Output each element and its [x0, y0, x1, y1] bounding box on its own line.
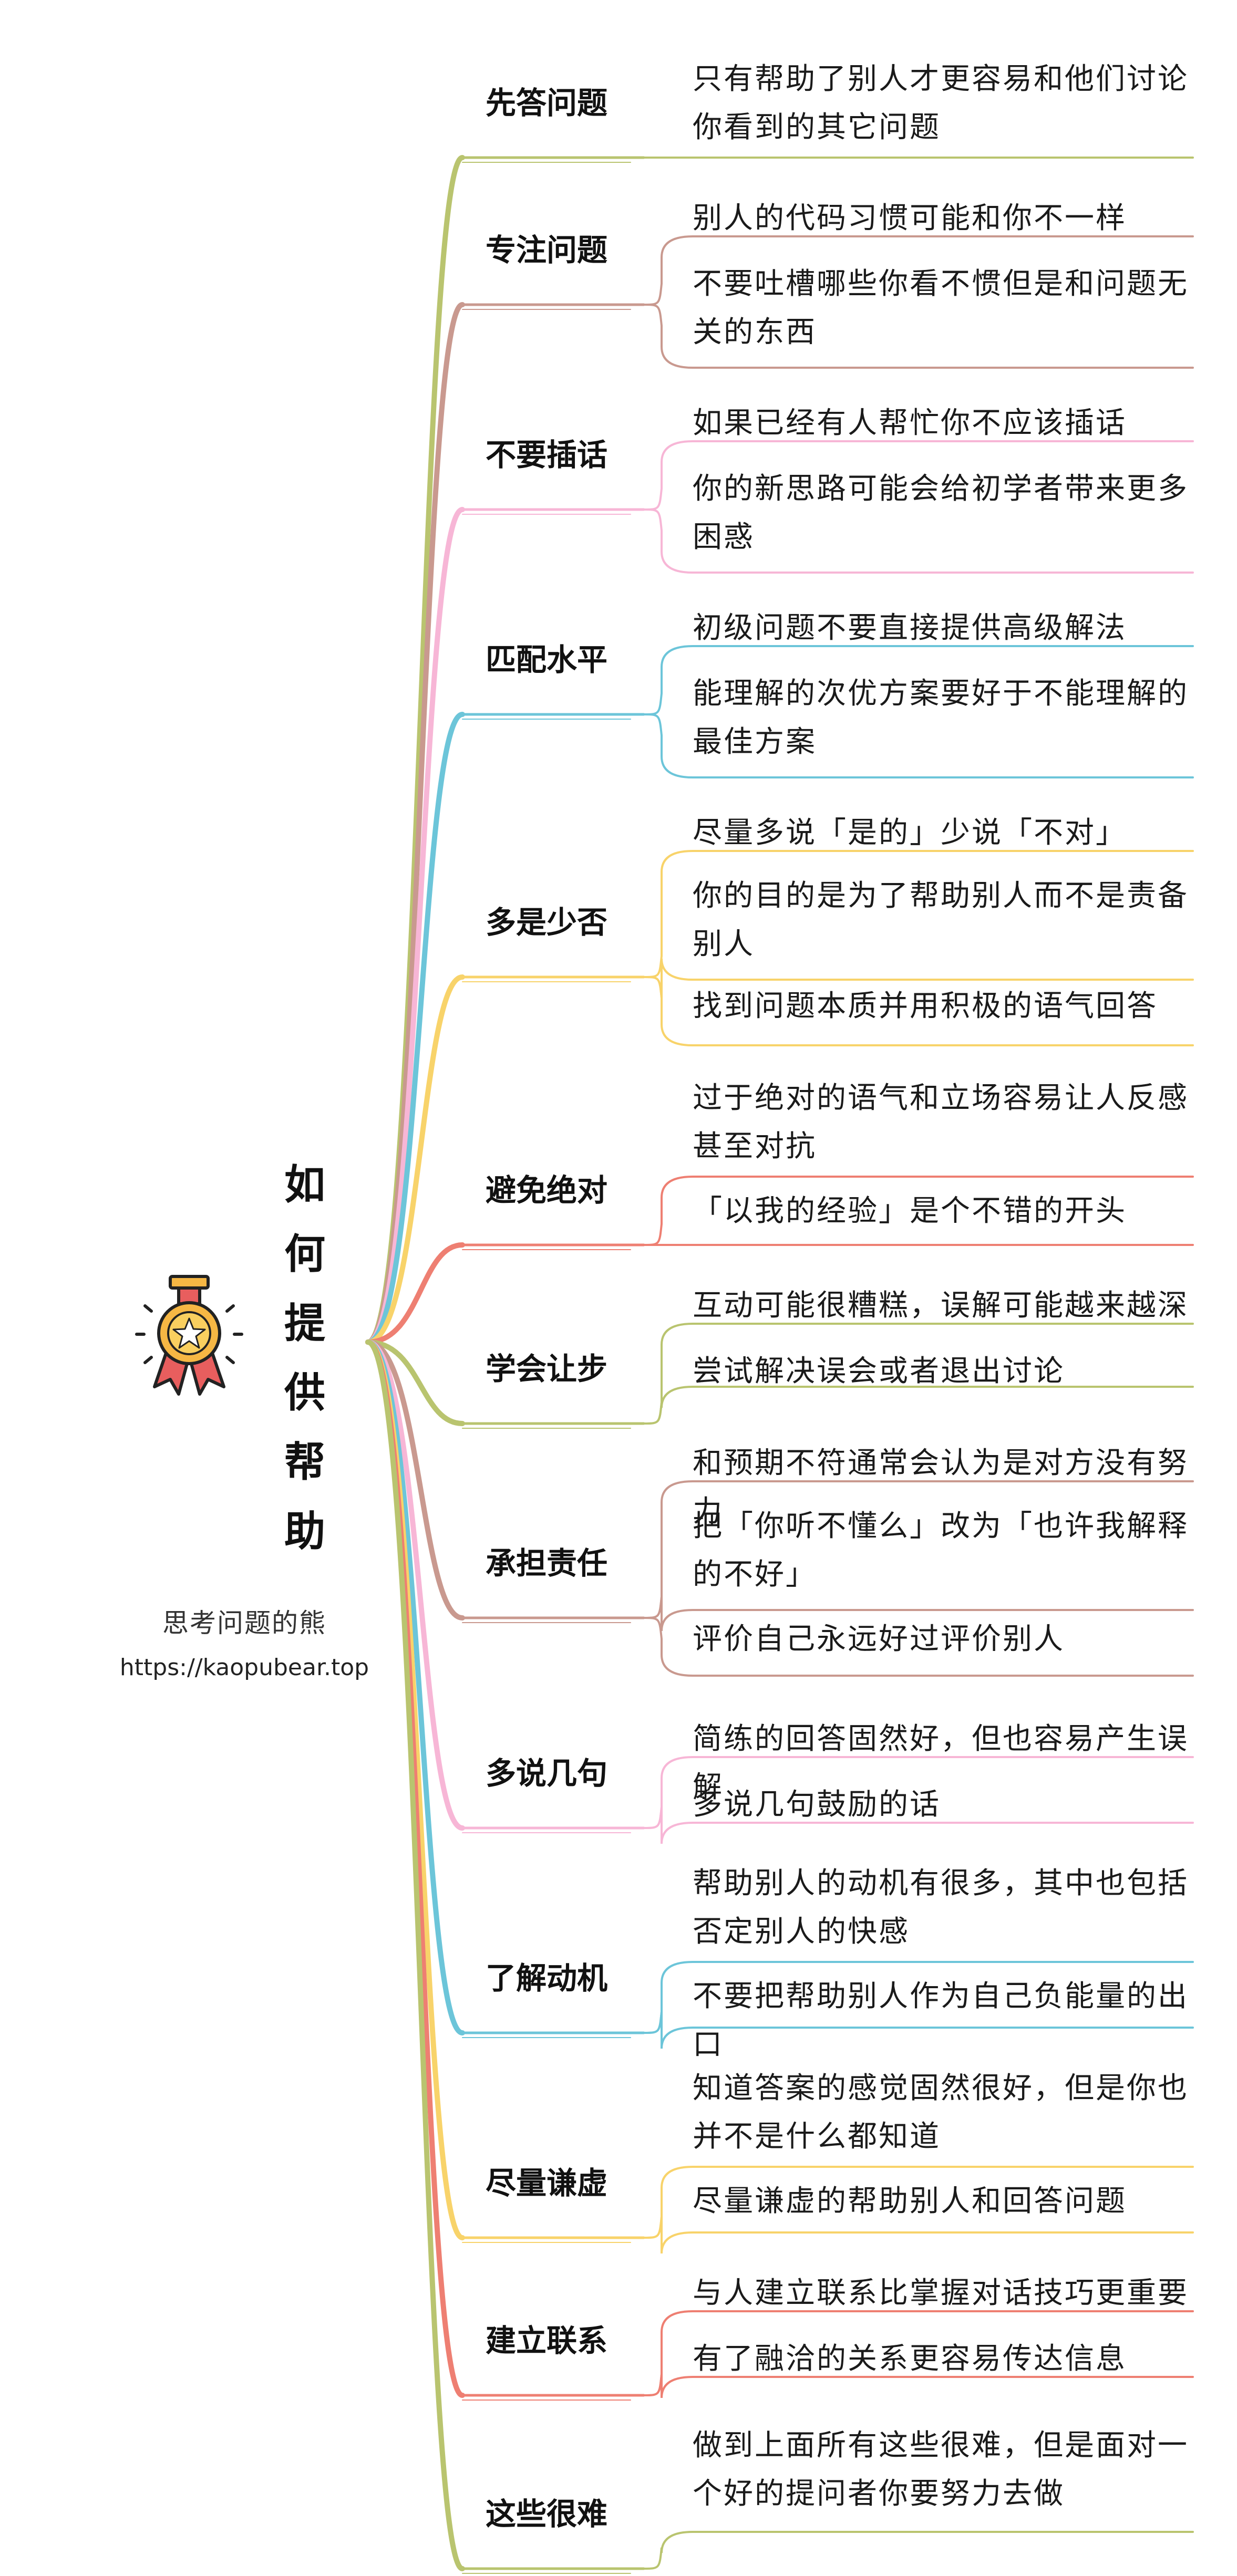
leaf-connector — [643, 1806, 1194, 1844]
root-title-char: 提 — [284, 1300, 325, 1347]
leaf-connector — [643, 850, 1194, 978]
root-title-char: 助 — [284, 1508, 325, 1555]
leaf-connector — [643, 235, 1194, 306]
leaf-text: 只有帮助了别人才更容易和他们讨论你看到的其它问题 — [693, 62, 1189, 144]
leaf-text: 如果已经有人帮忙你不应该插话 — [693, 406, 1127, 440]
leaf-connector — [643, 2011, 1194, 2049]
branch-connector — [365, 712, 465, 1345]
leaf-connector — [643, 508, 1194, 574]
leaf-text: 尽量谦虚的帮助别人和回答问题 — [693, 2184, 1127, 2218]
topic-label: 了解动机 — [485, 1960, 607, 1996]
leaf-text: 不要吐槽哪些你看不惯但是和问题无关的东西 — [693, 267, 1189, 349]
leaf-text: 「以我的经验」是个不错的开头 — [693, 1194, 1127, 1228]
topic-label: 匹配水平 — [485, 642, 607, 678]
leaf-connector — [643, 645, 1194, 715]
leaf-connector — [643, 713, 1194, 778]
topic-label: 多说几句 — [485, 1756, 607, 1791]
branch-connector — [365, 1339, 465, 2571]
topic-label: 多是少否 — [485, 905, 607, 940]
leaf-text: 不要把帮助别人作为自己负能量的出口 — [693, 1979, 1189, 2062]
leaf-text: 能理解的次优方案要好于不能理解的最佳方案 — [693, 677, 1189, 759]
leaf-connector — [643, 1386, 1194, 1425]
leaf-text: 多说几句鼓励的话 — [693, 1788, 941, 1822]
author-site-link[interactable]: https://kaopubear.top — [119, 1654, 369, 1681]
topic-label: 承担责任 — [485, 1545, 607, 1581]
branch-connector — [365, 1339, 465, 1621]
leaf-text: 简练的回答固然好，但也容易产生误解 — [693, 1722, 1189, 1804]
topic-label: 建立联系 — [485, 2323, 607, 2359]
branch-connector — [365, 507, 465, 1345]
leaf-connector — [643, 304, 1194, 369]
leaf-text: 尝试解决误会或者退出讨论 — [693, 1354, 1065, 1388]
leaf-text: 你的目的是为了帮助别人而不是责备别人 — [693, 879, 1189, 961]
topic-label: 避免绝对 — [485, 1172, 607, 1208]
branch-connector — [365, 1242, 465, 1345]
root-title-char: 何 — [284, 1231, 325, 1278]
leaf-connector — [643, 2531, 1194, 2570]
root-title-char: 如 — [284, 1161, 325, 1209]
leaf-text: 你的新思路可能会给初学者带来更多困惑 — [693, 472, 1189, 554]
leaf-text: 互动可能很糟糕，误解可能越来越深 — [693, 1289, 1189, 1323]
leaf-text: 过于绝对的语气和立场容易让人反感甚至对抗 — [693, 1081, 1189, 1164]
leaf-text: 初级问题不要直接提供高级解法 — [693, 611, 1127, 645]
root-title: 如 何 提 供 帮 助 — [279, 1150, 331, 1566]
leaf-text: 知道答案的感觉固然很好，但是你也并不是什么都知道 — [693, 2071, 1189, 2154]
leaf-connector — [643, 976, 1194, 1046]
topic-label: 不要插话 — [485, 437, 607, 473]
branch-connector — [365, 974, 465, 1345]
topic-label: 尽量谦虚 — [485, 2165, 607, 2201]
leaf-text: 找到问题本质并用积极的语气回答 — [693, 989, 1158, 1023]
leaf-connector — [643, 2374, 1194, 2398]
leaf-text: 做到上面所有这些很难，但是面对一个好的提问者你要努力去做 — [693, 2428, 1189, 2511]
topic-label: 这些很难 — [485, 2496, 607, 2532]
topic-label: 学会让步 — [485, 1351, 607, 1387]
leaf-connector — [643, 2216, 1194, 2254]
leaf-text: 与人建立联系比掌握对话技巧更重要 — [693, 2276, 1189, 2310]
leaf-text: 和预期不符通常会认为是对方没有努力 — [693, 1446, 1189, 1529]
leaf-connector — [643, 1617, 1194, 1677]
leaf-connector — [643, 440, 1194, 511]
root-title-char: 供 — [284, 1369, 325, 1417]
leaf-text: 尽量多说「是的」少说「不对」 — [693, 816, 1127, 850]
leaf-text: 帮助别人的动机有很多，其中也包括否定别人的快感 — [693, 1866, 1189, 1949]
medal-icon — [135, 1275, 243, 1396]
leaf-text: 有了融洽的关系更容易传达信息 — [693, 2342, 1127, 2376]
branch-connector — [365, 1339, 465, 1831]
topic-label: 先答问题 — [485, 85, 607, 121]
leaf-text: 评价自己永远好过评价别人 — [693, 1622, 1065, 1656]
author-name: 思考问题的熊 — [162, 1608, 326, 1638]
root-title-char: 帮 — [284, 1439, 325, 1486]
leaf-text: 别人的代码习惯可能和你不一样 — [693, 201, 1127, 235]
topic-label: 专注问题 — [485, 232, 607, 268]
branch-connector — [365, 1339, 465, 1426]
leaf-text: 把「你听不懂么」改为「也许我解释的不好」 — [693, 1509, 1189, 1592]
